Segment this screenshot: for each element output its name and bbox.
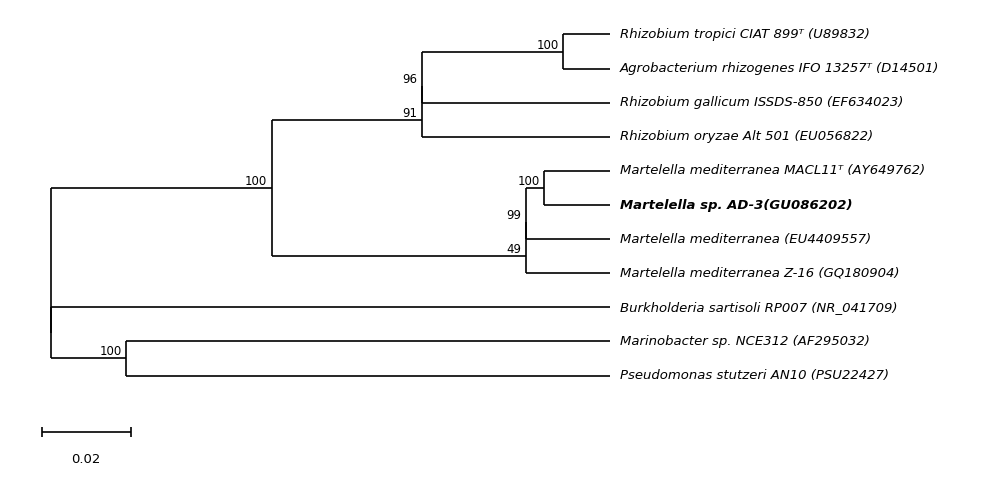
Text: 96: 96 [403,73,418,86]
Text: 49: 49 [506,243,521,256]
Text: 91: 91 [403,107,418,120]
Text: Rhizobium tropici CIAT 899ᵀ (U89832): Rhizobium tropici CIAT 899ᵀ (U89832) [620,28,870,41]
Text: Martelella mediterranea Z-16 (GQ180904): Martelella mediterranea Z-16 (GQ180904) [620,267,899,280]
Text: 100: 100 [518,175,540,188]
Text: Marinobacter sp. NCE312 (AF295032): Marinobacter sp. NCE312 (AF295032) [620,335,870,348]
Text: Rhizobium gallicum ISSDS-850 (EF634023): Rhizobium gallicum ISSDS-850 (EF634023) [620,96,903,109]
Text: 0.02: 0.02 [71,453,101,466]
Text: Burkholderia sartisoli RP007 (NR_041709): Burkholderia sartisoli RP007 (NR_041709) [620,301,897,314]
Text: 100: 100 [245,175,267,188]
Text: Pseudomonas stutzeri AN10 (PSU22427): Pseudomonas stutzeri AN10 (PSU22427) [620,369,889,382]
Text: Martelella mediterranea MACL11ᵀ (AY649762): Martelella mediterranea MACL11ᵀ (AY64976… [620,164,925,177]
Text: Martelella sp. AD-3(GU086202): Martelella sp. AD-3(GU086202) [620,199,852,212]
Text: Martelella mediterranea (EU4409557): Martelella mediterranea (EU4409557) [620,233,871,246]
Text: 100: 100 [536,39,559,52]
Text: 99: 99 [506,209,521,222]
Text: 100: 100 [99,346,122,359]
Text: Agrobacterium rhizogenes IFO 13257ᵀ (D14501): Agrobacterium rhizogenes IFO 13257ᵀ (D14… [620,62,939,75]
Text: Rhizobium oryzae Alt 501 (EU056822): Rhizobium oryzae Alt 501 (EU056822) [620,130,873,143]
